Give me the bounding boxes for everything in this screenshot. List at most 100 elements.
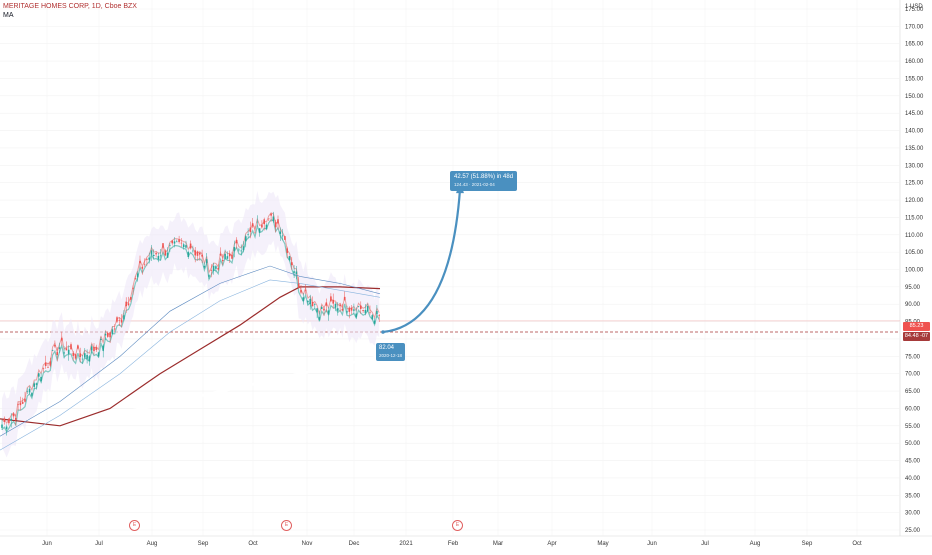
candle-body: [371, 315, 374, 320]
candle-body: [173, 241, 176, 244]
price-tick-label: 60.00: [905, 406, 921, 412]
candle-body: [58, 347, 61, 349]
start-callout-sub: 2020-12-18: [379, 353, 403, 358]
current-price-tag: 85.23: [903, 322, 930, 331]
start-callout[interactable]: 82.04 2020-12-18: [376, 343, 406, 361]
candle-body: [77, 345, 79, 349]
candle-body: [81, 358, 84, 360]
candle-body: [84, 353, 86, 358]
candle-body: [240, 250, 242, 252]
candle-body: [212, 265, 215, 271]
candle-body: [182, 244, 185, 248]
candle-body: [323, 308, 325, 311]
earnings-marker-icon[interactable]: E: [281, 520, 292, 531]
candle-body: [102, 345, 104, 351]
candle-body: [222, 259, 224, 262]
price-tick-label: 35.00: [905, 493, 921, 499]
candle-body: [127, 303, 130, 306]
candle-body: [187, 252, 190, 258]
price-tick-label: 135.00: [905, 146, 924, 152]
candle-body: [249, 227, 252, 233]
candle-body: [185, 245, 187, 248]
candle-body: [12, 413, 15, 417]
candle-body: [311, 301, 314, 307]
time-tick-label: Oct: [852, 541, 862, 547]
candle-body: [270, 213, 272, 216]
price-tick-label: 65.00: [905, 389, 921, 395]
price-tick-label: 175.00: [905, 7, 924, 13]
candle-body: [194, 250, 196, 256]
price-tick-label: 100.00: [905, 268, 924, 274]
candle-body: [373, 320, 376, 324]
candle-body: [33, 383, 35, 387]
candle-body: [143, 263, 146, 265]
candle-body: [316, 308, 318, 313]
candle-body: [208, 275, 210, 277]
candle-body: [203, 265, 206, 268]
time-tick-label: Jul: [701, 541, 709, 547]
candle-body: [51, 350, 54, 351]
candle-body: [113, 328, 116, 330]
price-tick-label: 150.00: [905, 94, 924, 100]
candle-body: [150, 250, 153, 255]
time-tick-label: Feb: [448, 541, 459, 547]
candle-body: [26, 390, 29, 392]
candle-body: [297, 283, 300, 288]
earnings-marker-icon[interactable]: E: [452, 520, 463, 531]
candle-body: [274, 222, 277, 228]
price-tick-label: 70.00: [905, 372, 921, 378]
price-tick-label: 170.00: [905, 24, 924, 30]
candle-body: [40, 376, 42, 382]
candle-body: [1, 424, 3, 428]
candle-body: [353, 309, 355, 311]
candle-body: [334, 303, 337, 308]
candle-body: [10, 418, 12, 421]
candle-body: [192, 250, 194, 252]
price-tick-label: 75.00: [905, 354, 921, 360]
candle-body: [337, 308, 339, 311]
candle-body: [196, 251, 199, 256]
candle-body: [90, 346, 93, 351]
candle-body: [235, 239, 238, 244]
price-axis-panel: [900, 0, 932, 550]
candle-body: [169, 244, 171, 246]
price-tick-label: 140.00: [905, 129, 924, 135]
candle-body: [28, 388, 31, 393]
candle-body: [245, 236, 247, 242]
candle-body: [254, 232, 256, 234]
candle-body: [116, 317, 118, 322]
price-tick-label: 50.00: [905, 441, 921, 447]
candle-body: [318, 317, 321, 320]
candle-body: [272, 216, 275, 222]
time-tick-label: 2021: [399, 541, 413, 547]
ma-mid-line: [0, 265, 381, 437]
candle-body: [118, 320, 121, 321]
candle-body: [86, 354, 88, 359]
candle-body: [70, 344, 72, 350]
candle-body: [362, 310, 364, 312]
candle-body: [279, 231, 282, 235]
price-tick-label: 95.00: [905, 285, 921, 291]
earnings-marker-icon[interactable]: E: [129, 520, 140, 531]
candle-body: [369, 312, 371, 313]
candle-body: [42, 368, 45, 369]
candle-body: [93, 346, 95, 352]
candle-body: [291, 262, 293, 265]
candle-body: [63, 352, 65, 354]
candle-body: [17, 404, 19, 405]
price-tick-label: 160.00: [905, 59, 924, 65]
price-tick-label: 120.00: [905, 198, 924, 204]
candle-body: [238, 249, 240, 251]
candle-body: [95, 347, 98, 350]
candle-body: [111, 329, 114, 334]
price-tick-label: 90.00: [905, 302, 921, 308]
candle-body: [357, 306, 360, 307]
candle-body: [107, 332, 109, 337]
candle-body: [261, 224, 263, 228]
candle-body: [47, 367, 49, 368]
target-callout[interactable]: 42.57 (51.88%) in 48d 124.43 · 2021-02-0…: [450, 171, 518, 191]
price-tick-label: 165.00: [905, 42, 924, 48]
candle-body: [159, 255, 162, 257]
